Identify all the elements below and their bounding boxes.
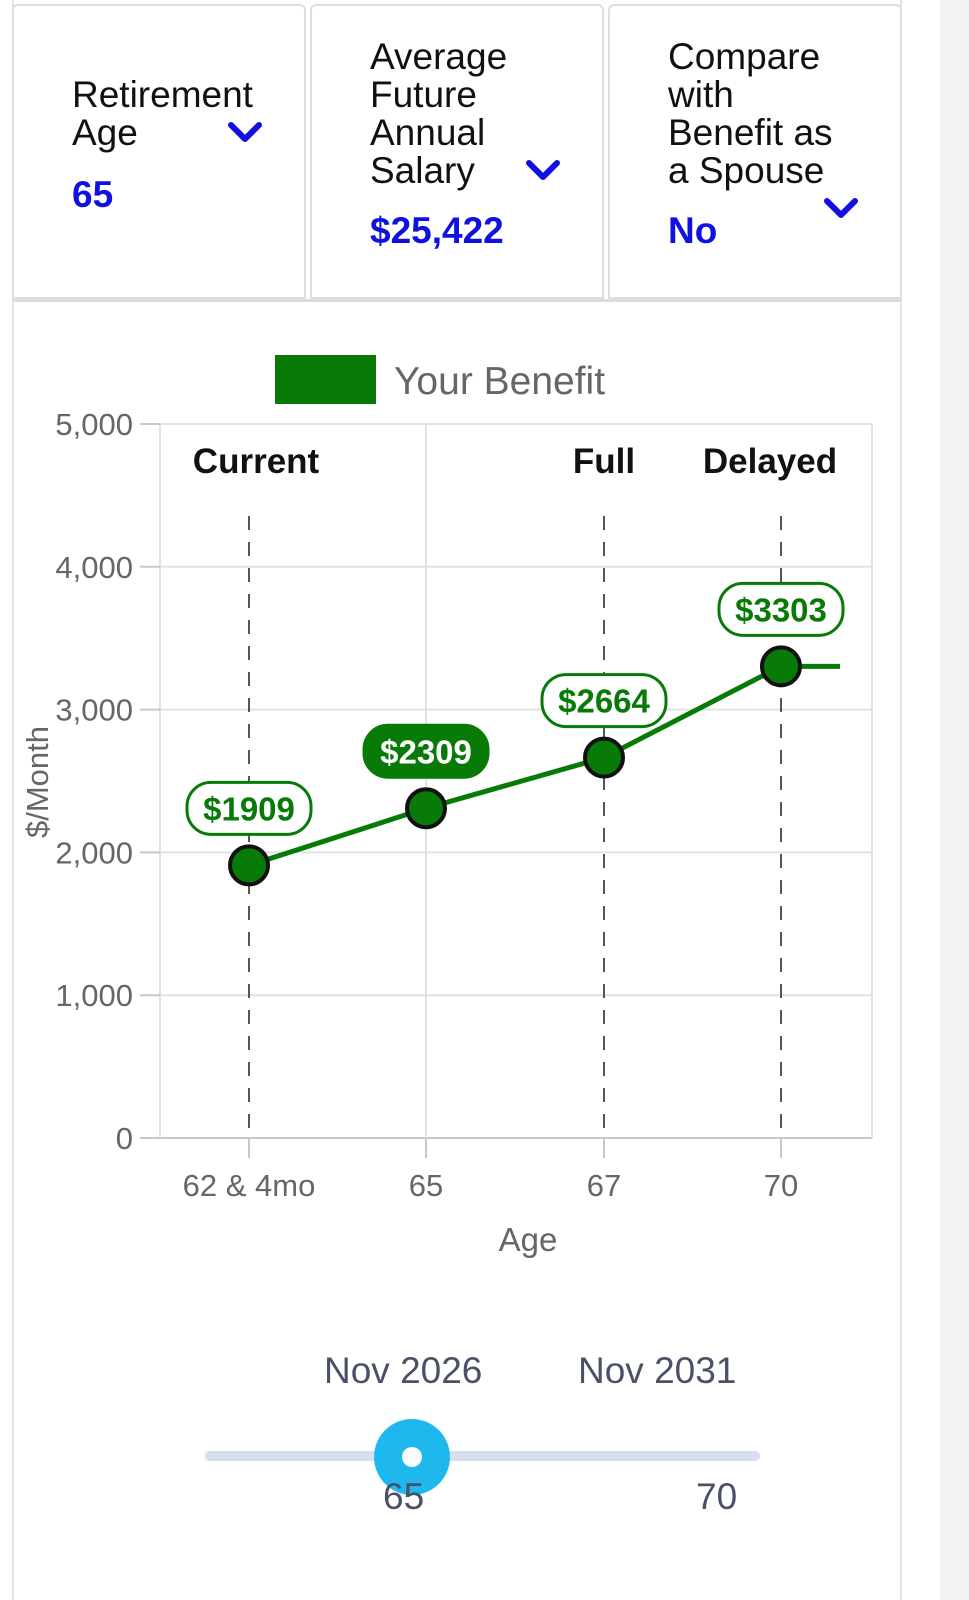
chart-series: $1909 $2309 $2664 $3303 [185,581,845,887]
slider-thumb-icon[interactable] [374,1419,450,1495]
x-tick-label: 67 [587,1168,621,1203]
data-label-bubble [362,723,490,779]
slider-thumb-dot [402,1447,422,1467]
x-tick-label: 70 [764,1168,798,1203]
retirement-age-value: 65 [72,174,114,215]
y-tick-label: 5,000 [55,407,133,442]
data-label-bubble [717,581,845,637]
future-salary-label: Average Future Annual Salary [370,36,508,191]
chevron-down-icon[interactable] [526,160,560,182]
y-tick-label: 4,000 [55,550,133,585]
annotation-label: Delayed [703,442,837,481]
slider-date-right: Nov 2031 [578,1350,737,1391]
chart-legend: Your Benefit [275,355,605,404]
slider-tick-right: 70 [696,1476,738,1517]
benefit-chart: 0 1,000 2,000 3,000 4,000 5,000 62 & 4mo 65 67 70… [0,300,900,1285]
chart-annotations: Current Full Delayed [193,442,837,1138]
data-point [760,645,802,688]
slider-date-left: Nov 2026 [324,1350,483,1391]
chevron-down-icon[interactable] [228,122,262,144]
data-point [583,736,625,779]
retirement-age-label: Retirement Age [72,74,253,153]
data-point [228,844,270,887]
annotation-label: Full [573,442,635,481]
x-tick-label: 65 [409,1168,443,1203]
retirement-age-selector[interactable]: Retirement Age 65 [12,4,306,299]
x-tick-label: 62 & 4mo [183,1168,316,1203]
slider-track[interactable] [205,1451,760,1461]
data-label-bubble [185,780,313,836]
future-salary-value: $25,422 [370,210,504,251]
data-label: $3303 [735,591,827,628]
future-salary-selector[interactable]: Average Future Annual Salary $25,422 [310,4,604,299]
chart-grid [159,423,873,1139]
data-label: $2664 [558,683,650,720]
selector-bar: Retirement Age 65 Average Future Annual … [12,0,902,302]
data-label: $2309 [380,733,472,770]
spouse-benefit-selector[interactable]: Compare with Benefit as a Spouse No [608,4,902,299]
legend-swatch [275,355,376,404]
y-axis-label: $/Month [20,726,55,838]
chart-axes: 0 1,000 2,000 3,000 4,000 5,000 62 & 4mo 65 67 70 [55,407,798,1203]
y-tick-label: 0 [116,1121,133,1156]
slider-tick-left: 65 [383,1476,425,1517]
y-tick-label: 3,000 [55,693,133,728]
chevron-down-icon[interactable] [824,198,858,220]
legend-label: Your Benefit [394,360,605,403]
annotation-label: Current [193,442,320,481]
spouse-benefit-label: Compare with Benefit as a Spouse [668,36,833,191]
spouse-benefit-value: No [668,210,718,251]
data-point [405,787,447,830]
benefit-chart-svg: 0 1,000 2,000 3,000 4,000 5,000 62 & 4mo 65 67 70… [20,355,873,1258]
y-tick-label: 2,000 [55,835,133,870]
x-axis-label: Age [499,1221,558,1258]
scrollbar-track [940,0,969,1600]
data-label-bubble [540,673,668,729]
y-tick-label: 1,000 [55,978,133,1013]
data-label: $1909 [203,790,295,827]
